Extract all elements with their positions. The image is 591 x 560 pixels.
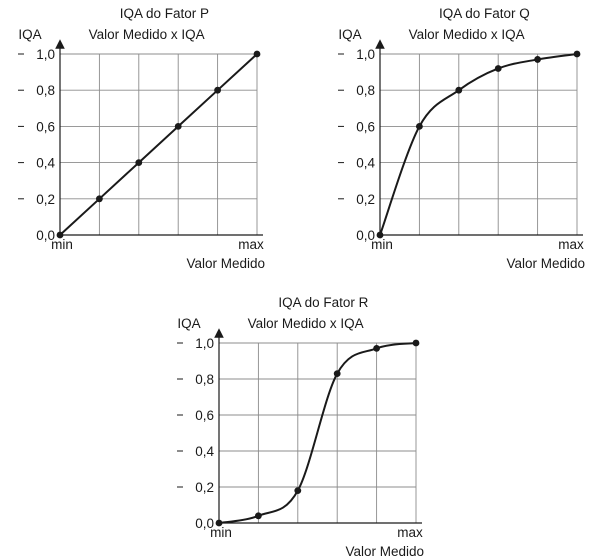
y-tick-label: 0,6 (356, 119, 375, 134)
data-point (214, 86, 222, 94)
y-tick-label: 0,6 (195, 408, 214, 423)
series-line (218, 342, 417, 524)
y-tick-label: 0,2 (36, 192, 55, 207)
y-tick-label: 0,8 (356, 83, 375, 98)
y-tick-label: 1,0 (36, 47, 55, 62)
data-point (174, 123, 182, 130)
chart-1: 0,0 0,2 0,4 0,6 0,8 1,0 IQA do Fator P Valor Me… (18, 6, 265, 271)
data-point (455, 86, 463, 94)
data-point (573, 50, 581, 58)
y-axis-label: IQA (18, 27, 41, 42)
y-tick-label: 0,8 (195, 372, 214, 387)
data-point (333, 370, 341, 377)
data-point (215, 519, 223, 527)
series-line (379, 53, 578, 236)
series-line (59, 53, 258, 236)
data-point (412, 339, 420, 347)
data-point (96, 195, 103, 203)
x-min-label: min (210, 525, 232, 540)
x-min-label: min (371, 237, 393, 252)
y-axis-label: IQA (338, 27, 361, 42)
data-point (294, 487, 302, 494)
data-point (253, 50, 261, 58)
y-tick-label: 0,4 (195, 444, 214, 459)
data-point (376, 231, 384, 239)
chart-3: 0,0 0,2 0,4 0,6 0,8 1,0 IQA do Fator R Valor Me… (177, 295, 424, 559)
data-point (416, 123, 423, 130)
y-tick-label: 1,0 (356, 47, 375, 62)
chart-2: 0,0 0,2 0,4 0,6 0,8 1,0 IQA do Fator Q Valor Me… (338, 6, 585, 271)
y-tick-label: 0,0 (195, 516, 214, 531)
data-point (56, 231, 64, 239)
x-axis-label: Valor Medido (345, 544, 424, 559)
data-point (255, 512, 262, 520)
chart-subtitle: Valor Medido x IQA (89, 27, 205, 42)
chart-title: IQA do Fator R (278, 295, 368, 310)
data-point (494, 65, 502, 72)
x-axis-label: Valor Medido (506, 256, 585, 271)
y-axis-label: IQA (177, 316, 200, 331)
x-max-label: max (397, 525, 423, 540)
y-tick-label: 0,6 (36, 119, 55, 134)
chart-title: IQA do Fator Q (439, 6, 530, 21)
y-tick-label: 0,2 (356, 192, 375, 207)
x-max-label: max (238, 237, 264, 252)
data-point (373, 345, 380, 352)
y-tick-label: 0,0 (36, 228, 55, 243)
y-tick-label: 0,4 (36, 156, 55, 171)
x-max-label: max (558, 237, 584, 252)
y-tick-label: 1,0 (195, 336, 214, 351)
y-tick-label: 0,0 (356, 228, 375, 243)
y-tick-label: 0,2 (195, 480, 214, 495)
x-axis-label: Valor Medido (186, 256, 265, 271)
data-point (534, 56, 541, 63)
y-tick-label: 0,8 (36, 83, 55, 98)
y-tick-label: 0,4 (356, 156, 375, 171)
chart-title: IQA do Fator P (120, 6, 209, 21)
chart-subtitle: Valor Medido x IQA (248, 316, 364, 331)
data-point (135, 159, 143, 167)
chart-subtitle: Valor Medido x IQA (409, 27, 525, 42)
x-min-label: min (51, 237, 73, 252)
